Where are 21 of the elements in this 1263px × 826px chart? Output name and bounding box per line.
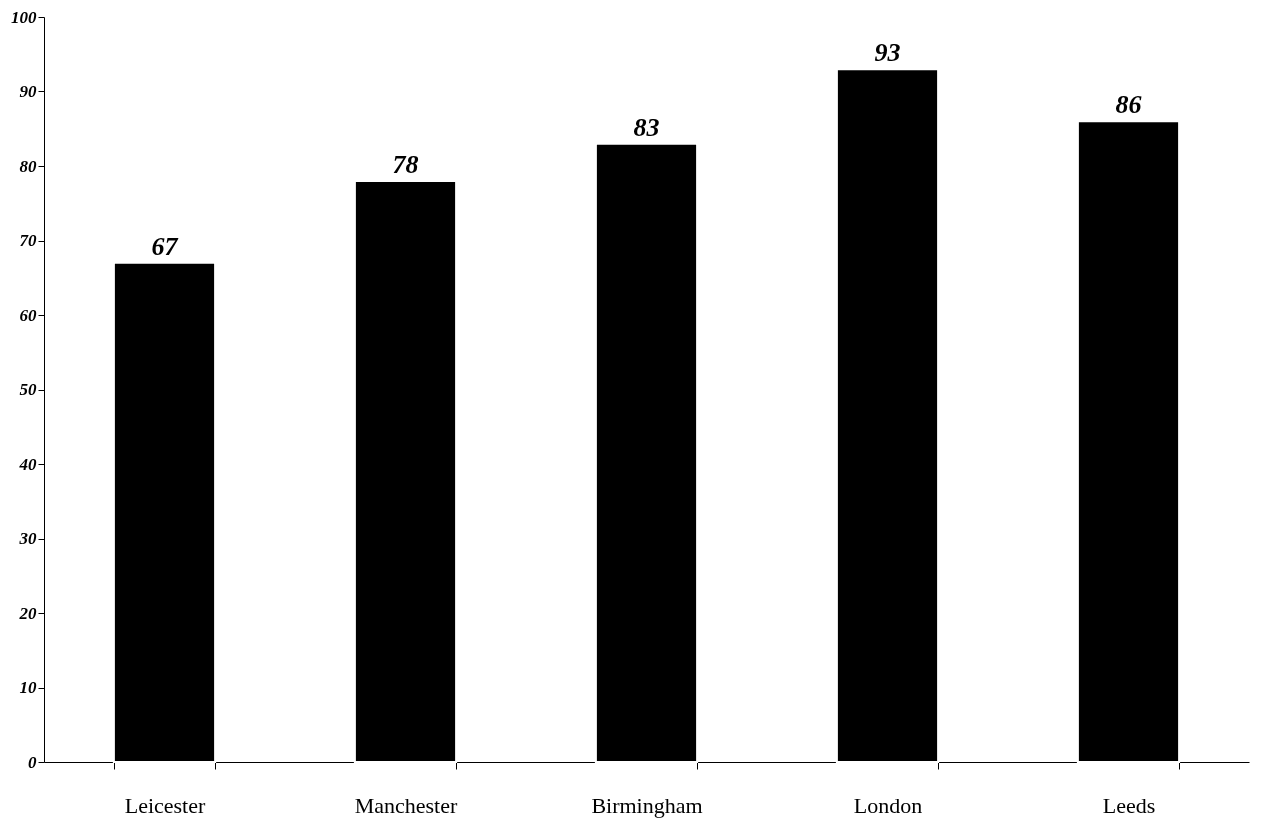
y-tick-label: 50: [19, 380, 37, 399]
y-tick-label: 90: [19, 82, 37, 101]
y-tick-label: 30: [18, 529, 37, 548]
x-tick-label: Manchester: [354, 792, 458, 818]
x-tick-label: Leicester: [124, 792, 206, 818]
data-label: 83: [633, 112, 660, 142]
data-label: 78: [392, 149, 419, 179]
data-label: 93: [874, 38, 901, 68]
x-tick-label: Birmingham: [591, 792, 703, 818]
x-tick-label: London: [853, 792, 923, 818]
x-tick-label: Leeds: [1102, 792, 1156, 818]
y-tick-label: 0: [28, 752, 37, 772]
y-tick-label: 70: [19, 231, 37, 250]
y-tick-label: 10: [19, 678, 37, 697]
y-tick-label: 80: [19, 156, 37, 176]
y-tick-label: 100: [11, 7, 37, 27]
y-tick-label: 20: [18, 603, 37, 623]
y-tick-label: 40: [18, 454, 37, 474]
data-label: 67: [151, 231, 179, 261]
data-label: 86: [1115, 90, 1142, 120]
y-tick-label: 60: [19, 305, 37, 325]
